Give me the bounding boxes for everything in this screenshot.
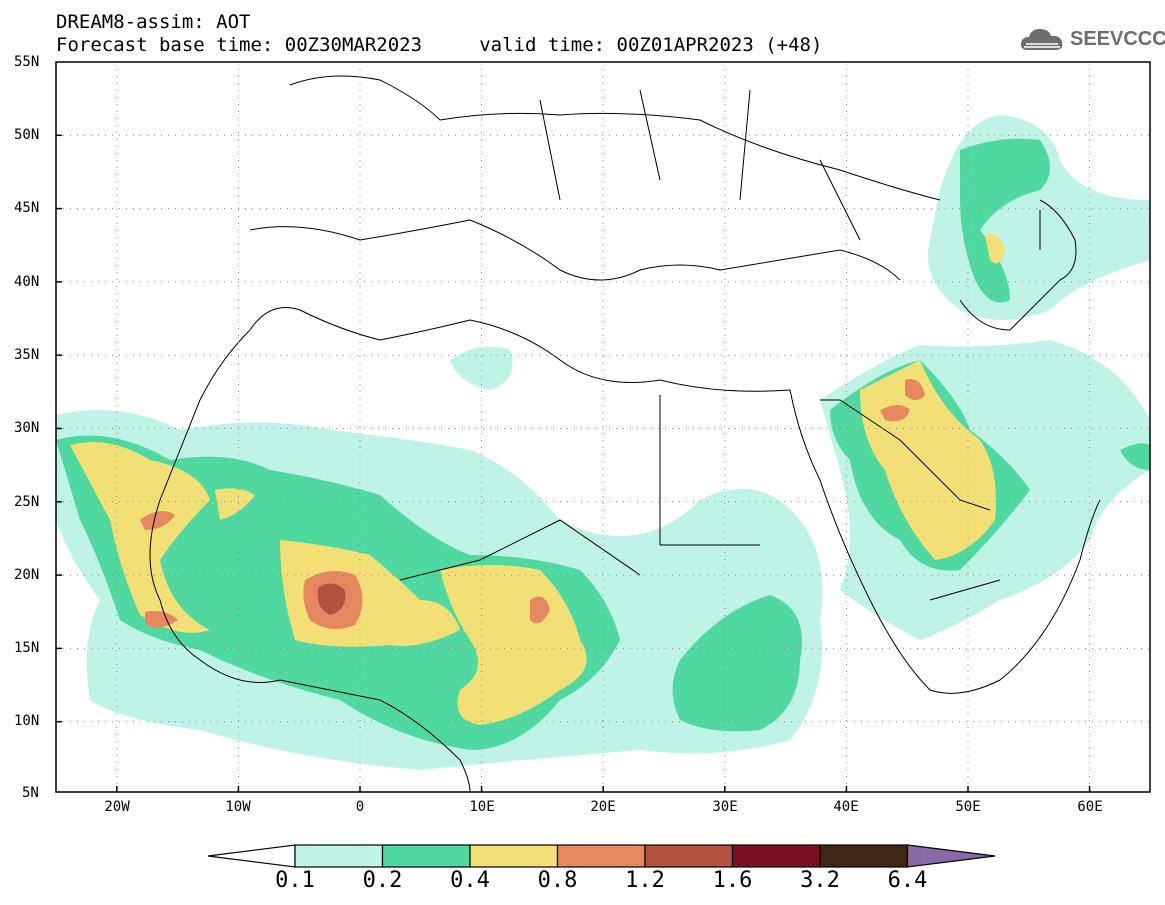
lat-label: 55N bbox=[14, 54, 40, 70]
lat-label: 35N bbox=[14, 347, 40, 363]
lat-label: 5N bbox=[22, 785, 39, 801]
gridlines bbox=[56, 62, 1150, 792]
colorbar-label: 0.2 bbox=[362, 868, 403, 893]
lon-label: 30E bbox=[712, 799, 738, 815]
cloud-icon bbox=[1020, 29, 1063, 50]
lat-label: 10N bbox=[14, 713, 40, 729]
lon-label: 10E bbox=[469, 799, 495, 815]
lon-label: 0 bbox=[355, 799, 365, 815]
map-title: DREAM8-assim: AOT bbox=[56, 11, 251, 33]
lat-label: 15N bbox=[14, 640, 40, 656]
lon-label: 60E bbox=[1077, 799, 1103, 815]
lat-label: 20N bbox=[14, 567, 40, 583]
colorbar-label: 6.4 bbox=[887, 868, 928, 893]
colorbar-label: 0.1 bbox=[275, 868, 315, 893]
colorbar-label: 3.2 bbox=[800, 868, 840, 893]
lon-label: 20E bbox=[590, 799, 616, 815]
forecast-times: Forecast base time: 00Z30MAR2023 valid t… bbox=[56, 34, 823, 56]
aot-contour-1-2 bbox=[317, 583, 346, 615]
colorbar-label: 0.8 bbox=[537, 868, 578, 893]
colorbar-label: 1.2 bbox=[625, 868, 665, 893]
lat-label: 25N bbox=[14, 494, 40, 510]
lon-label: 10W bbox=[225, 799, 251, 815]
aot-field bbox=[56, 115, 1150, 770]
lon-label: 40E bbox=[833, 799, 859, 815]
coastlines bbox=[149, 75, 1101, 792]
axis-ticks bbox=[56, 134, 1091, 792]
lat-label: 50N bbox=[14, 127, 40, 143]
logo-text: SEEVCCC bbox=[1070, 28, 1165, 50]
colorbar-label: 1.6 bbox=[712, 868, 753, 893]
lon-label: 20W bbox=[104, 799, 130, 815]
colorbar-label: 0.4 bbox=[450, 868, 490, 893]
lat-label: 45N bbox=[14, 200, 40, 216]
lat-label: 40N bbox=[14, 274, 40, 290]
seevccc-logo: SEEVCCC bbox=[1018, 22, 1165, 58]
lon-label: 50E bbox=[955, 799, 981, 815]
lat-label: 30N bbox=[14, 420, 40, 436]
